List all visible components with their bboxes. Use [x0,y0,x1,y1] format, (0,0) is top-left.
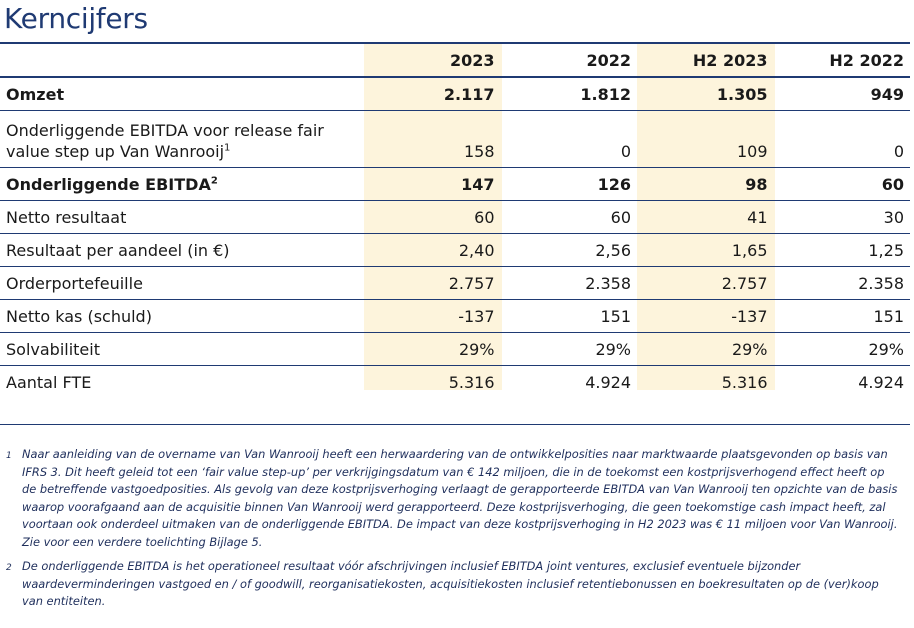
cell-value: 1.812 [500,77,637,111]
row-label: Onderliggende EBITDA2 [0,167,364,201]
cell-value: 5.316 [448,372,495,392]
cell-value: 2.757 [637,266,774,300]
cell-value: 5.316 [721,372,768,392]
cell-value: 29% [773,332,910,366]
cell-value: 151 [500,299,637,333]
cell-value: 0 [500,110,637,168]
cell-value: 98 [637,167,774,201]
cell-value: 1.305 [637,77,774,111]
cell-value: 60 [500,200,637,234]
cell-value: 2.757 [364,266,501,300]
key-figures-table: 2023 2022 H2 2023 H2 2022 Omzet 2.117 1.… [0,44,910,398]
row-label: Netto kas (schuld) [0,299,364,333]
cell-value: 60 [364,200,501,234]
footnote-number: 2 [6,563,12,573]
cell-value: 126 [500,167,637,201]
cell-value: -137 [637,299,774,333]
table-row: Aantal FTE 5.316 4.924 5.316 4.924 [0,366,910,399]
footnote-text: Naar aanleiding van de overname van Van … [22,447,898,549]
footnote-text: De onderliggende EBITDA is het operation… [22,559,879,608]
cell-value: 29% [500,332,637,366]
column-header: H2 2022 [773,44,910,78]
cell-value: 4.924 [585,372,631,392]
table-row: Netto resultaat 60 60 41 30 [0,200,910,234]
cell-value: 1,25 [773,233,910,267]
cell-value: 41 [637,200,774,234]
cell-value: 4.924 [858,372,904,392]
cell-value: -137 [364,299,501,333]
table-row: Resultaat per aandeel (in €) 2,40 2,56 1… [0,233,910,267]
title-rule [0,42,910,44]
cell-value: 29% [637,332,774,366]
cell-value: 2.358 [500,266,637,300]
page-title: Kerncijfers [4,2,148,35]
table-header-row: 2023 2022 H2 2023 H2 2022 [0,44,910,78]
cell-value: 2.358 [773,266,910,300]
row-label: Solvabiliteit [0,332,364,366]
cell-value: 949 [773,77,910,111]
table-row: Omzet 2.117 1.812 1.305 949 [0,77,910,111]
footnote-number: 1 [6,451,12,461]
row-label: Orderportefeuille [0,266,364,300]
table-bottom-rule [0,424,910,425]
cell-value: 0 [773,110,910,168]
cell-value: 29% [364,332,501,366]
table-row: Netto kas (schuld) -137 151 -137 151 [0,299,910,333]
cell-value: 2.117 [364,77,501,111]
column-header: 2023 [364,44,501,78]
cell-value: 2,40 [364,233,501,267]
cell-value: 60 [773,167,910,201]
footnote: 1 Naar aanleiding van de overname van Va… [6,446,902,551]
column-header: H2 2023 [637,44,774,78]
row-label: Omzet [0,77,364,111]
footnote: 2 De onderliggende EBITDA is het operati… [6,558,902,611]
column-header: 2022 [500,44,637,78]
cell-value: 2,56 [500,233,637,267]
cell-value: 147 [364,167,501,201]
header-label-cell [0,44,364,78]
cell-value: 151 [773,299,910,333]
cell-value: 30 [773,200,910,234]
cell-value: 158 [364,110,501,168]
table-row: Solvabiliteit 29% 29% 29% 29% [0,332,910,366]
footnotes: 1 Naar aanleiding van de overname van Va… [6,446,902,618]
footnote-ref: 1 [224,142,231,154]
row-label: Onderliggende EBITDA voor release fair v… [0,110,364,168]
cell-value: 109 [637,110,774,168]
row-label: Resultaat per aandeel (in €) [0,233,364,267]
cell-value: 1,65 [637,233,774,267]
footnote-ref: 2 [210,175,218,187]
row-label: Netto resultaat [0,200,364,234]
row-label: Aantal FTE [6,372,92,392]
table-row: Orderportefeuille 2.757 2.358 2.757 2.35… [0,266,910,300]
table-row: Onderliggende EBITDA2 147 126 98 60 [0,167,910,201]
table-row: Onderliggende EBITDA voor release fair v… [0,110,910,168]
